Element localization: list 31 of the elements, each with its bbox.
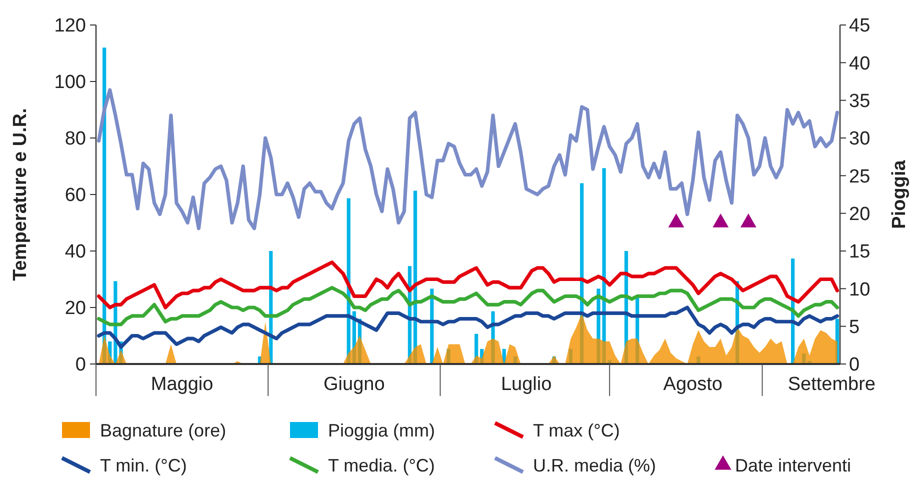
x-tick-label: Luglio (500, 374, 552, 395)
y-tick-label: 100 (54, 72, 86, 94)
legend-label: Pioggia (mm) (328, 420, 436, 440)
legend-label: Bagnature (ore) (100, 420, 226, 440)
y2-tick-label: 35 (849, 90, 870, 112)
y-tick-label: 0 (75, 354, 86, 376)
y-tick-label: 40 (64, 242, 86, 263)
legend-label: Date interventi (735, 455, 852, 476)
legend-label: T media. (°C) (328, 455, 435, 476)
y2-tick-label: 10 (849, 279, 870, 300)
x-tick-label: Maggio (150, 374, 214, 395)
y-tick-label: 60 (64, 185, 86, 206)
y2-tick-label: 30 (849, 128, 870, 150)
y2-tick-label: 25 (849, 166, 870, 188)
y2-tick-label: 15 (849, 242, 870, 263)
y-tick-label: 80 (64, 128, 86, 150)
x-tick-label: Settembre (788, 374, 876, 395)
y2-tick-label: 0 (849, 354, 860, 376)
x-tick-label: Agosto (663, 374, 722, 395)
y2-tick-label: 5 (849, 316, 860, 338)
y2-tick-label: 45 (849, 16, 870, 37)
y2-axis-title: Pioggia (889, 160, 910, 229)
legend-label: U.R. media (%) (533, 455, 656, 476)
legend-label: T max (°C) (533, 420, 620, 440)
y-tick-label: 20 (64, 298, 86, 320)
y2-tick-label: 40 (849, 53, 870, 74)
x-tick-label: Giugno (324, 374, 385, 395)
y-tick-label: 120 (54, 16, 86, 37)
legend-label: T min. (°C) (100, 455, 187, 476)
y2-tick-label: 20 (849, 204, 870, 225)
y-axis-title: Temperature e U.R. (10, 108, 31, 281)
